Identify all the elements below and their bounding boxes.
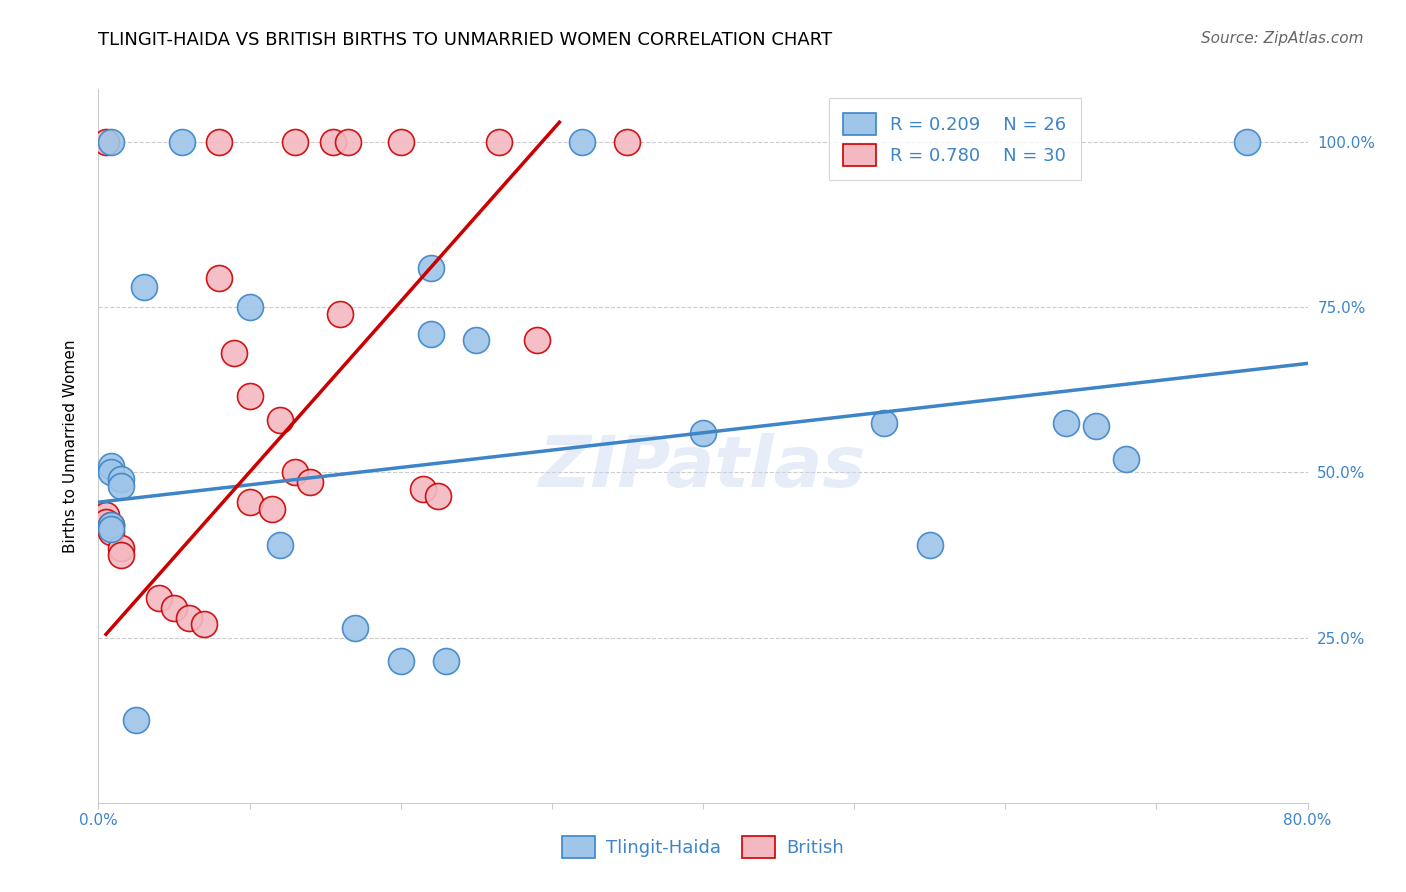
Point — [94, 508, 117, 523]
Point — [571, 135, 593, 149]
Point — [488, 135, 510, 149]
Point — [208, 270, 231, 285]
Point — [465, 333, 488, 347]
Text: ZIPatlas: ZIPatlas — [540, 433, 866, 502]
Point — [873, 416, 896, 430]
Point — [284, 466, 307, 480]
Point — [1054, 416, 1077, 430]
Point — [148, 591, 170, 605]
Point — [100, 522, 122, 536]
Point — [1236, 135, 1258, 149]
Point — [100, 135, 122, 149]
Point — [110, 541, 132, 556]
Point — [434, 654, 457, 668]
Point — [110, 548, 132, 562]
Point — [110, 478, 132, 492]
Point — [269, 412, 291, 426]
Point — [329, 307, 352, 321]
Point — [239, 389, 262, 403]
Point — [100, 458, 122, 473]
Point — [344, 621, 367, 635]
Point — [918, 538, 941, 552]
Point — [110, 472, 132, 486]
Point — [100, 466, 122, 480]
Point — [1115, 452, 1137, 467]
Point — [239, 495, 262, 509]
Point — [616, 135, 638, 149]
Point — [100, 518, 122, 533]
Text: TLINGIT-HAIDA VS BRITISH BIRTHS TO UNMARRIED WOMEN CORRELATION CHART: TLINGIT-HAIDA VS BRITISH BIRTHS TO UNMAR… — [98, 31, 832, 49]
Point — [1085, 419, 1108, 434]
Legend: Tlingit-Haida, British: Tlingit-Haida, British — [555, 829, 851, 865]
Point — [125, 713, 148, 727]
Point — [170, 135, 193, 149]
Point — [100, 518, 122, 533]
Point — [420, 326, 443, 341]
Point — [239, 300, 262, 314]
Point — [336, 135, 359, 149]
Point — [389, 135, 412, 149]
Point — [389, 654, 412, 668]
Y-axis label: Births to Unmarried Women: Births to Unmarried Women — [63, 339, 77, 553]
Point — [94, 515, 117, 529]
Point — [262, 501, 284, 516]
Point — [193, 617, 215, 632]
Point — [224, 346, 246, 360]
Point — [94, 135, 117, 149]
Point — [179, 611, 201, 625]
Point — [692, 425, 714, 440]
Point — [100, 524, 122, 539]
Point — [299, 475, 322, 490]
Point — [269, 538, 291, 552]
Point — [427, 489, 450, 503]
Point — [163, 600, 186, 615]
Point — [208, 135, 231, 149]
Point — [132, 280, 155, 294]
Text: Source: ZipAtlas.com: Source: ZipAtlas.com — [1201, 31, 1364, 46]
Point — [284, 135, 307, 149]
Point — [322, 135, 344, 149]
Point — [420, 260, 443, 275]
Point — [526, 333, 548, 347]
Point — [412, 482, 434, 496]
